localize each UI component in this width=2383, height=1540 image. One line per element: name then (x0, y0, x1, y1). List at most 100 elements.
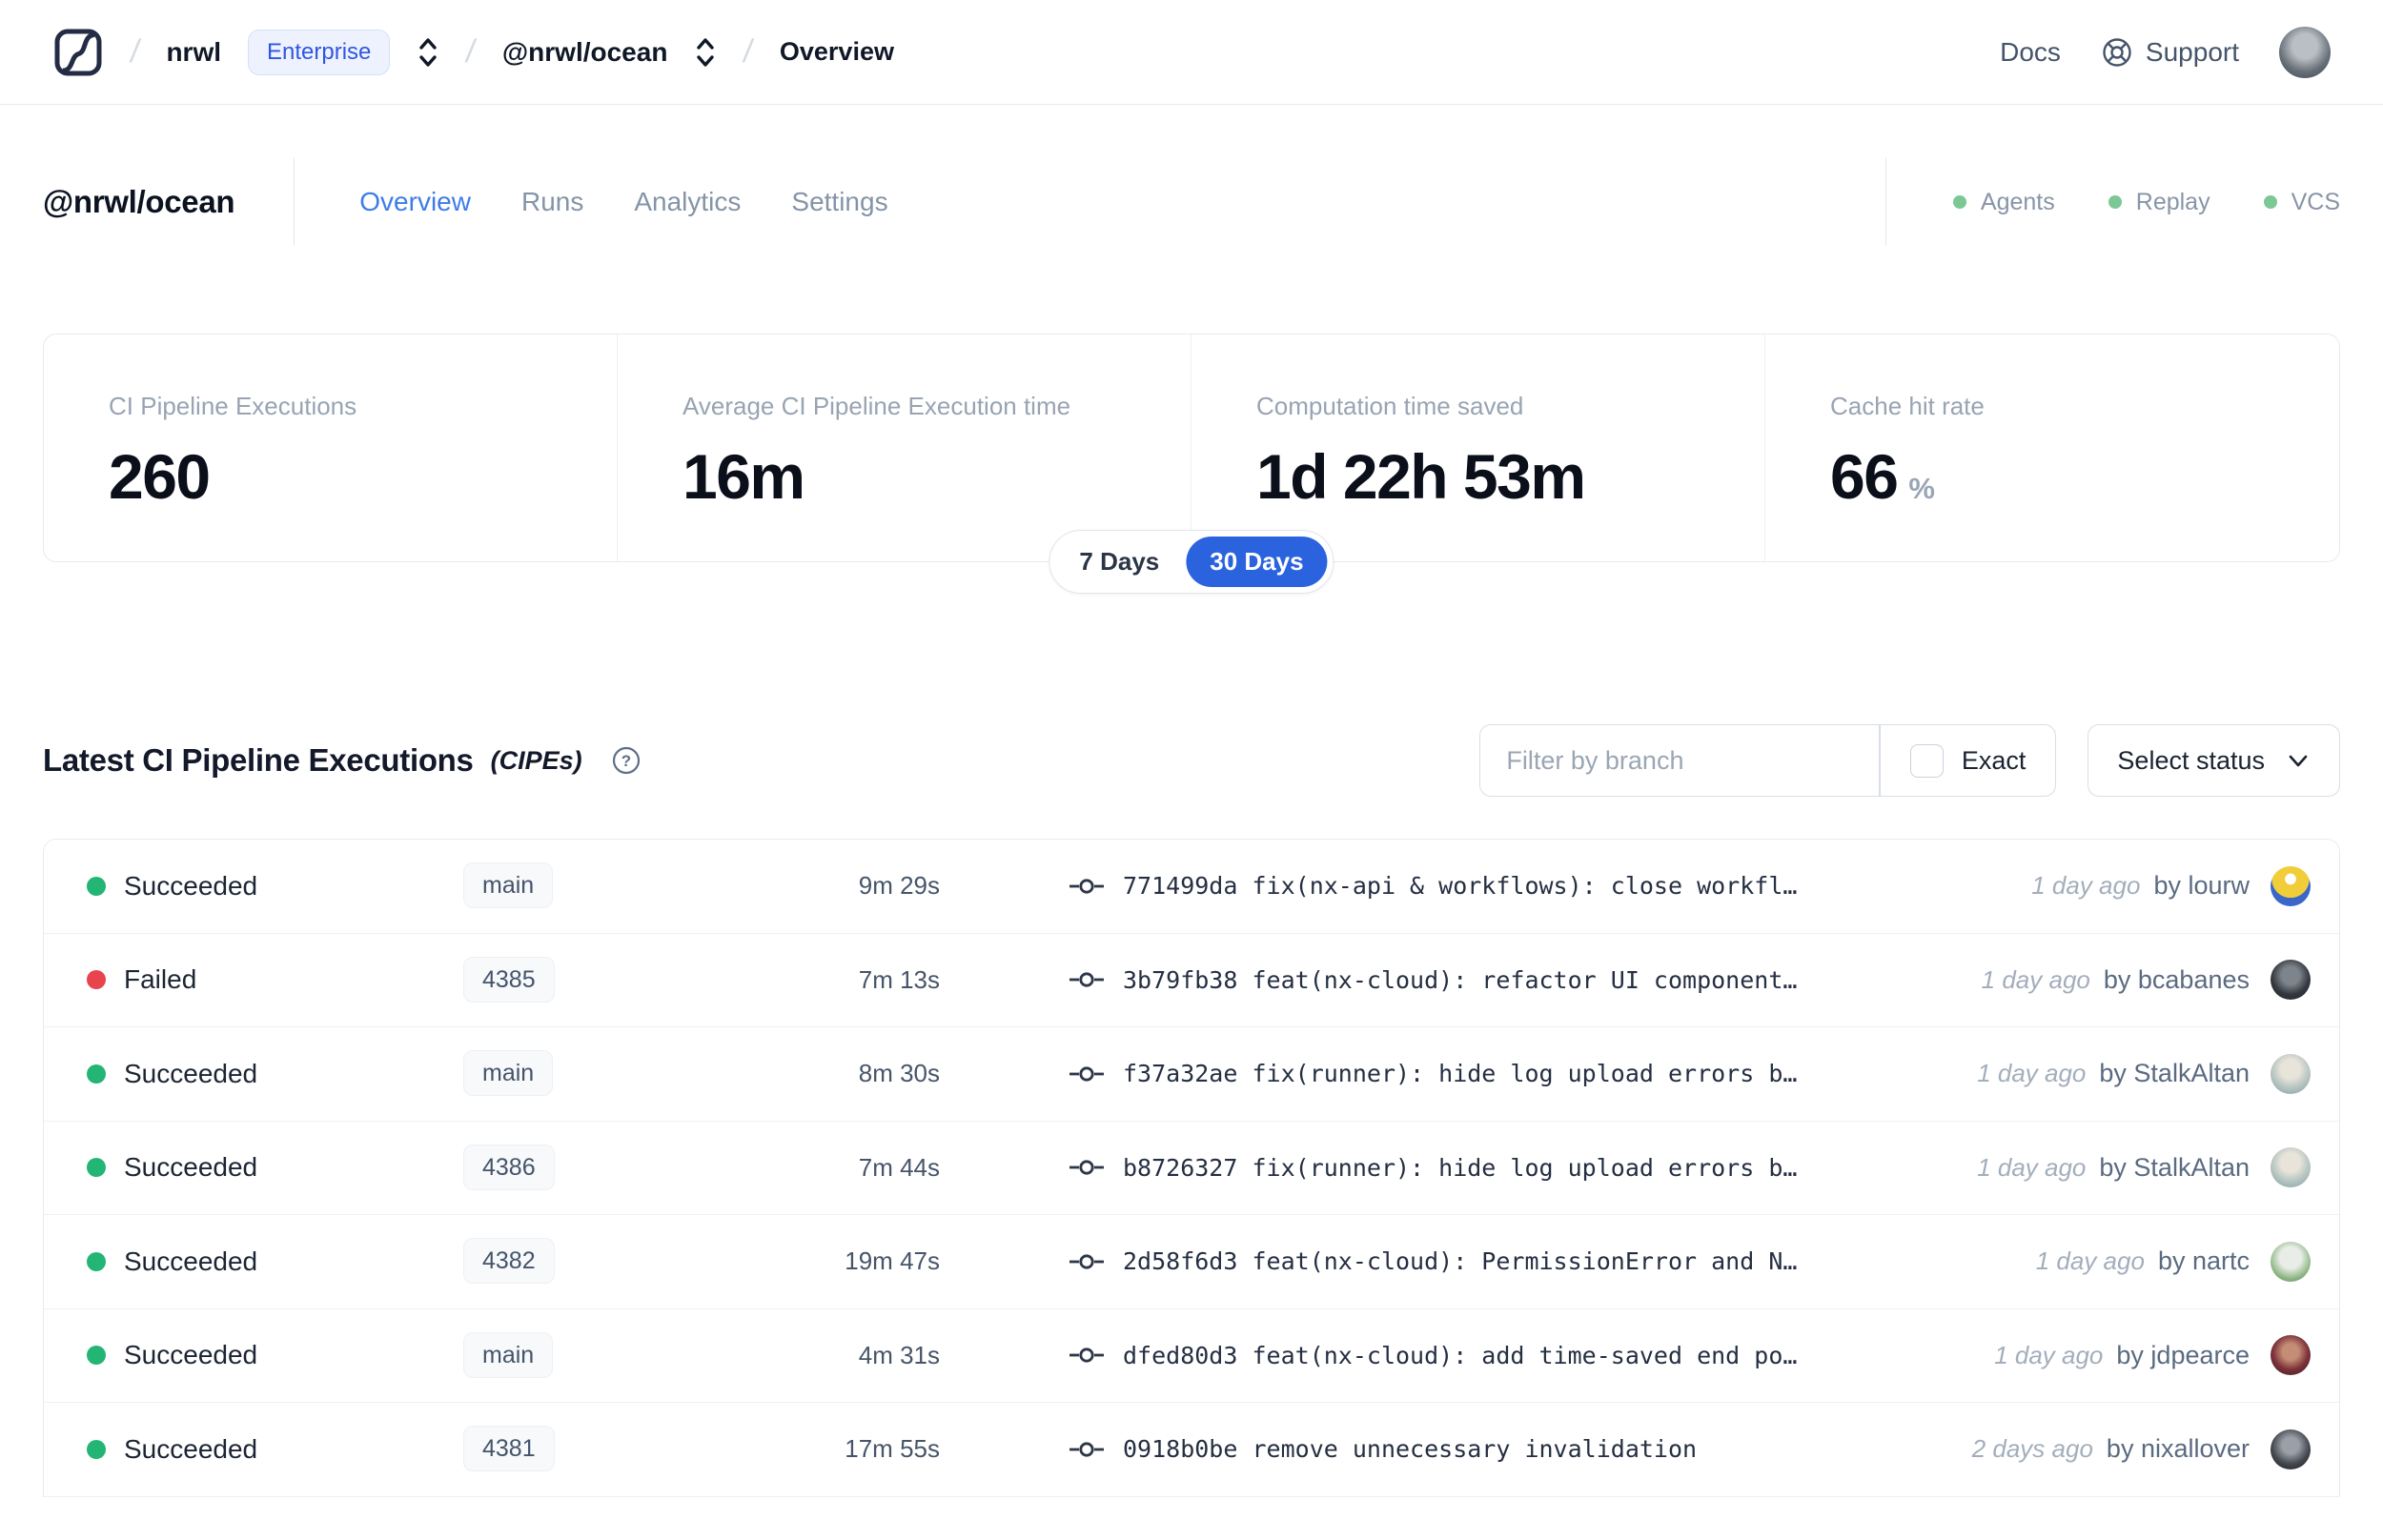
git-commit-icon (1069, 968, 1105, 991)
workspace-tabs: Overview Runs Analytics Settings (359, 187, 887, 217)
author-avatar (2271, 1335, 2311, 1376)
workspace-tab[interactable]: Settings (791, 187, 888, 216)
row-commit: dfed80d3 feat(nx-cloud): add time-saved … (1069, 1342, 1994, 1369)
select-status-button[interactable]: Select status (2088, 724, 2340, 797)
nx-cloud-logo-icon[interactable] (52, 25, 104, 80)
row-time: 2 days ago (1971, 1434, 2093, 1464)
row-commit: 3b79fb38 feat(nx-cloud): refactor UI com… (1069, 966, 1982, 994)
status-indicator[interactable]: VCS (2263, 188, 2340, 216)
row-author: by nixallover (2106, 1434, 2250, 1464)
commit-text: 3b79fb38 feat(nx-cloud): refactor UI com… (1123, 965, 1798, 994)
commit-text: f37a32ae fix(runner): hide log upload er… (1123, 1060, 1798, 1088)
cipe-row[interactable]: Succeeded 4381 17m 55s 0918b0be remove u… (44, 1403, 2339, 1497)
topbar-actions: Docs Support (2000, 26, 2331, 78)
status-indicator[interactable]: Agents (1952, 189, 2055, 216)
cipe-row[interactable]: Failed 4385 7m 13s 3b79fb38 feat(nx-clou… (44, 933, 2339, 1027)
divider (1884, 158, 1886, 246)
row-meta: 1 day ago by bcabanes (1982, 960, 2311, 1001)
branch-badge: main (463, 1050, 554, 1097)
breadcrumb-org[interactable]: nrwl (166, 36, 222, 67)
period-option[interactable]: 7 Days (1079, 547, 1160, 576)
docs-link[interactable]: Docs (2000, 37, 2061, 68)
stat-card: Computation time saved 1d 22h 53m (1192, 334, 1765, 561)
row-meta: 2 days ago by nixallover (1972, 1429, 2311, 1469)
topbar: / nrwl Enterprise / @nrwl/ocean / Overvi… (0, 0, 2383, 105)
exact-label: Exact (1961, 745, 2027, 775)
row-author: by bcabanes (2103, 964, 2250, 994)
row-author: by StalkAltan (2099, 1152, 2250, 1182)
workspace-tab[interactable]: Analytics (634, 187, 742, 216)
user-avatar[interactable] (2279, 26, 2331, 78)
row-branch: 4381 (463, 1426, 555, 1472)
status-dot-icon (87, 1439, 106, 1459)
status-dot-icon (87, 876, 106, 896)
breadcrumb-workspace[interactable]: @nrwl/ocean (501, 36, 668, 67)
workspace-switcher-chevrons-icon[interactable] (694, 33, 717, 71)
status-indicator-label: VCS (2291, 188, 2340, 215)
row-author: by lourw (2153, 871, 2250, 901)
row-time: 1 day ago (2031, 871, 2141, 901)
status-label: Succeeded (124, 1433, 258, 1464)
row-commit: 2d58f6d3 feat(nx-cloud): PermissionError… (1069, 1247, 2036, 1275)
status-label: Failed (124, 964, 197, 995)
row-branch: 4385 (463, 956, 555, 1003)
branch-badge: 4385 (463, 956, 555, 1003)
workspace-tab[interactable]: Runs (520, 187, 584, 216)
status-label: Succeeded (124, 1058, 258, 1088)
status-dot-icon (87, 1346, 106, 1366)
breadcrumb-separator: / (463, 33, 479, 70)
breadcrumb-separator: / (741, 33, 756, 70)
status-dot-icon (87, 1251, 106, 1271)
green-dot-icon (1952, 195, 1966, 209)
enterprise-badge: Enterprise (248, 29, 391, 75)
cipe-row[interactable]: Succeeded 4382 19m 47s 2d58f6d3 feat(nx-… (44, 1215, 2339, 1309)
row-meta: 1 day ago by StalkAltan (1977, 1053, 2311, 1094)
author-avatar (2271, 1053, 2311, 1094)
select-status-label: Select status (2117, 745, 2265, 775)
row-time: 1 day ago (1977, 1059, 2087, 1088)
exact-checkbox[interactable] (1909, 743, 1944, 778)
row-branch: 4382 (463, 1238, 555, 1285)
branch-badge: 4382 (463, 1238, 555, 1285)
cipe-title: Latest CI Pipeline Executions (43, 742, 474, 778)
cipe-row[interactable]: Succeeded main 9m 29s 771499da fix(nx-ap… (44, 840, 2339, 934)
breadcrumb-page: Overview (779, 37, 894, 66)
commit-text: 771499da fix(nx-api & workflows): close … (1123, 872, 1798, 901)
status-dot-icon (87, 1064, 106, 1084)
period-option[interactable]: 30 Days (1186, 537, 1328, 587)
branch-badge: main (463, 1331, 554, 1378)
workspace-header: @nrwl/ocean Overview Runs Analytics Sett… (43, 158, 2340, 246)
cipe-row[interactable]: Succeeded 4386 7m 44s b8726327 fix(runne… (44, 1121, 2339, 1215)
support-label: Support (2145, 36, 2239, 67)
help-icon[interactable]: ? (611, 745, 642, 776)
support-link[interactable]: Support (2101, 36, 2239, 69)
row-status: Succeeded (87, 1246, 463, 1277)
breadcrumb: / nrwl Enterprise / @nrwl/ocean / Overvi… (52, 25, 894, 80)
stat-label: CI Pipeline Executions (109, 392, 357, 420)
stat-value: 16m (682, 441, 805, 512)
green-dot-icon (2263, 195, 2277, 209)
cipe-row[interactable]: Succeeded main 4m 31s dfed80d3 feat(nx-c… (44, 1308, 2339, 1403)
row-status: Succeeded (87, 871, 463, 902)
row-duration: 9m 29s (858, 871, 940, 901)
row-commit: b8726327 fix(runner): hide log upload er… (1069, 1154, 1977, 1182)
git-commit-icon (1069, 1438, 1105, 1461)
lifebuoy-icon (2101, 36, 2133, 69)
row-time: 1 day ago (1977, 1152, 2087, 1182)
cipe-row[interactable]: Succeeded main 8m 30s f37a32ae fix(runne… (44, 1027, 2339, 1122)
status-label: Succeeded (124, 870, 258, 901)
branch-filter-input[interactable] (1480, 725, 1880, 796)
row-meta: 1 day ago by StalkAltan (1977, 1147, 2311, 1188)
docs-label: Docs (2000, 36, 2061, 67)
cipe-filters: Exact Select status (1479, 724, 2340, 797)
row-branch: 4386 (463, 1144, 555, 1190)
status-indicator[interactable]: Replay (2108, 189, 2210, 216)
workspace-tab[interactable]: Overview (359, 187, 471, 216)
row-status: Succeeded (87, 1152, 463, 1183)
exact-filter[interactable]: Exact (1881, 725, 2056, 796)
stat-value: 66 (1830, 441, 1899, 512)
org-switcher-chevrons-icon[interactable] (417, 33, 439, 71)
status-label: Succeeded (124, 1246, 258, 1276)
row-time: 1 day ago (2035, 1246, 2145, 1276)
